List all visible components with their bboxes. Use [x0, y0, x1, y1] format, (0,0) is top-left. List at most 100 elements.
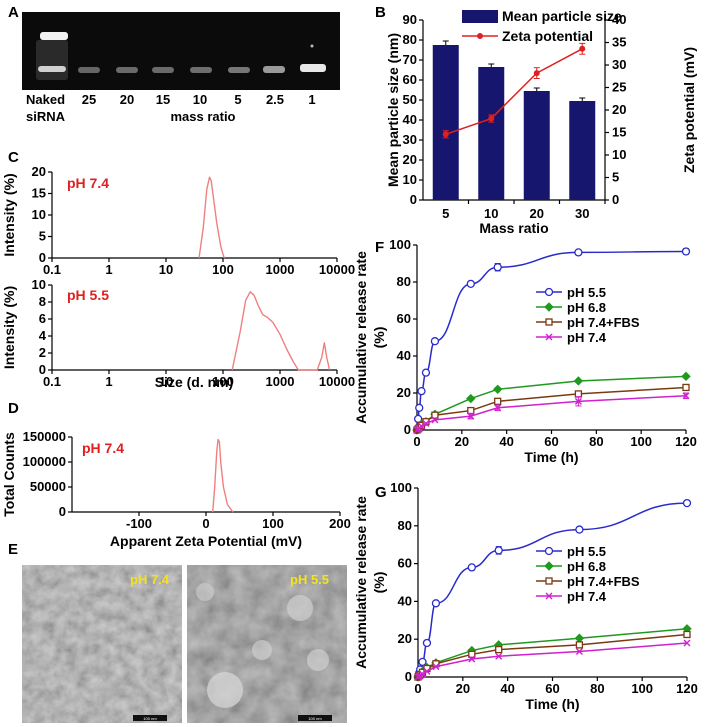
- data-point: [431, 416, 439, 424]
- gel-band-10: [190, 67, 212, 73]
- gel-band-1: [300, 64, 326, 72]
- micrograph-vesicle: [207, 672, 243, 708]
- data-point: [466, 279, 475, 289]
- x-tick-label: 10000: [319, 262, 355, 277]
- y-tick-label: 80: [398, 518, 412, 533]
- data-point: [468, 655, 476, 663]
- data-point: [574, 390, 583, 398]
- annotation-label: pH 7.4: [82, 440, 124, 456]
- data-point: [431, 411, 439, 419]
- x-tick-label: 0: [414, 681, 421, 696]
- series-line: [416, 386, 687, 431]
- gel-band-15: [152, 67, 174, 73]
- data-point: [432, 663, 440, 671]
- y2-tick-label: 20: [612, 102, 626, 117]
- y-tick-label: 100: [390, 480, 412, 495]
- scalebar-ph74: [133, 715, 167, 721]
- y-tick-label: 50: [403, 92, 417, 107]
- data-point: [575, 647, 583, 655]
- legend-label: pH 5.5: [567, 544, 606, 559]
- micrograph-ph74-texture: [22, 565, 182, 723]
- data-point: [494, 397, 502, 405]
- y-tick-label: 10: [403, 172, 417, 187]
- zeta-point: [533, 70, 540, 77]
- legend-label: pH 6.8: [567, 559, 606, 574]
- gel-lane-label-naked-sub: siRNA: [26, 109, 66, 124]
- data-point: [493, 263, 502, 272]
- x-tick-label: 1000: [266, 262, 295, 277]
- data-point: [467, 412, 475, 420]
- x-tick-label: 0: [202, 516, 209, 531]
- data-point: [575, 641, 584, 649]
- gel-xlabel: mass ratio: [170, 109, 235, 124]
- gel-band-2-5: [263, 66, 285, 73]
- data-point: [681, 247, 691, 256]
- annotation-label: pH 7.4: [67, 175, 109, 191]
- x-tick-label: 10: [159, 374, 173, 389]
- legend-label-bar: Mean particle size: [502, 8, 622, 24]
- y2-tick-label: 40: [612, 12, 626, 27]
- x-tick-label: 120: [676, 681, 698, 696]
- dls-curve: [231, 291, 331, 371]
- series-line: [417, 502, 688, 678]
- gel-well-naked: [40, 32, 68, 40]
- panel-letter-b: B: [375, 4, 386, 21]
- data-point: [467, 406, 475, 415]
- y-axis-unit: (%): [371, 327, 387, 349]
- y-tick-label: 15: [32, 186, 46, 201]
- data-point: [495, 645, 503, 654]
- data-point: [495, 652, 503, 660]
- data-point: [682, 392, 690, 400]
- y-tick-label: 30: [403, 132, 417, 147]
- y-tick-label: 50000: [30, 479, 66, 494]
- scalebar-ph55: [298, 715, 332, 721]
- data-point: [545, 577, 553, 585]
- y-tick-label: 10: [32, 277, 46, 292]
- legend-label: pH 7.4+FBS: [567, 315, 640, 330]
- legend-label: pH 5.5: [567, 285, 606, 300]
- panel-letter-a: A: [8, 4, 19, 21]
- y-tick-label: 0: [410, 192, 417, 207]
- y-axis-unit: (%): [371, 572, 387, 594]
- y-tick-label: 90: [403, 12, 417, 27]
- data-point: [683, 639, 691, 647]
- y-tick-label: 80: [403, 32, 417, 47]
- data-point: [417, 422, 425, 430]
- zeta-point: [488, 115, 495, 122]
- x-tick-label: 20: [456, 681, 470, 696]
- y2-tick-label: 25: [612, 80, 626, 95]
- x-tick-label: 10: [484, 206, 498, 221]
- y-axis-label: Mean particle size (nm): [385, 33, 401, 187]
- y-axis-label: Accumulative release rate: [353, 496, 369, 669]
- gel-band-20: [116, 67, 138, 73]
- dls-curve: [198, 176, 225, 259]
- x-tick-label: 10000: [319, 374, 355, 389]
- x-tick-label: 5: [442, 206, 449, 221]
- legend-label: pH 6.8: [567, 300, 606, 315]
- gel-lane-label-20: 20: [120, 92, 134, 107]
- data-point: [431, 599, 441, 608]
- gel-speck: [310, 44, 314, 48]
- y-tick-label: 20: [403, 152, 417, 167]
- data-point: [575, 525, 584, 534]
- panel-letter-c: C: [8, 149, 19, 166]
- y2-tick-label: 15: [612, 125, 626, 140]
- x-tick-label: 30: [575, 206, 589, 221]
- gel-lane-label-1: 1: [308, 92, 315, 107]
- x-tick-label: 40: [499, 434, 513, 449]
- panel-letter-e: E: [8, 541, 18, 558]
- gel-lane-label-2-5: 2.5: [266, 92, 284, 107]
- legend-swatch-point: [477, 33, 483, 39]
- y-tick-label: 2: [39, 345, 46, 360]
- data-point: [421, 368, 431, 377]
- data-point: [422, 638, 432, 648]
- y-tick-label: 4: [39, 328, 47, 343]
- data-point: [466, 393, 476, 404]
- x-tick-label: 1: [105, 374, 112, 389]
- gel-lane-label-naked: Naked: [26, 92, 65, 107]
- data-point: [415, 403, 424, 412]
- data-point: [467, 563, 476, 572]
- y-tick-label: 10: [32, 207, 46, 222]
- y-tick-label: 6: [39, 311, 46, 326]
